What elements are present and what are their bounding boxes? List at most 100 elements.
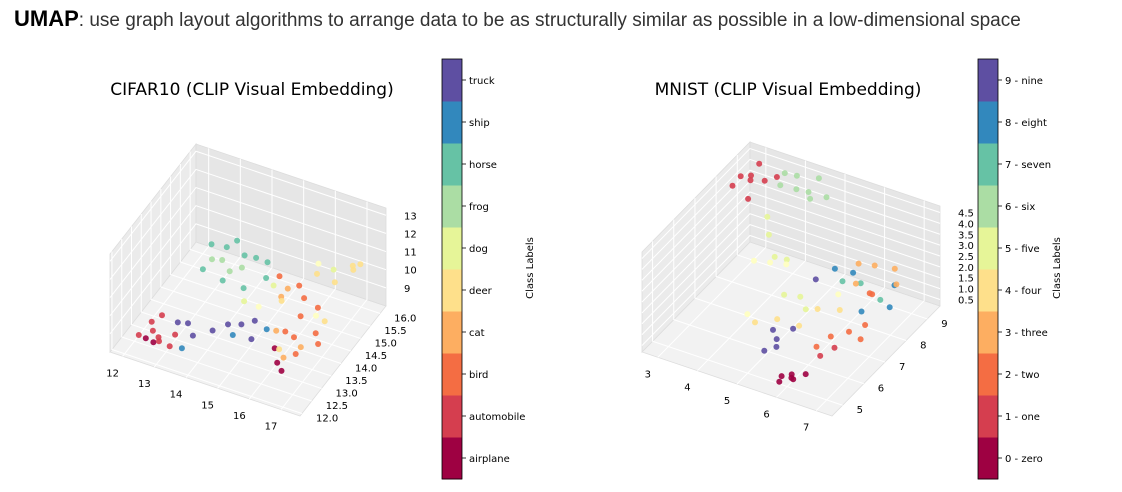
colorbar-segment [442, 395, 462, 438]
data-point [223, 244, 230, 251]
data-point [208, 241, 215, 248]
data-point [150, 339, 157, 346]
colorbar-label: 9 - nine [1005, 76, 1043, 87]
x-tick-label: 17 [265, 422, 278, 433]
data-point [297, 313, 304, 320]
data-point [773, 343, 780, 350]
x-tick-label: 4 [684, 383, 690, 394]
data-point [331, 279, 338, 286]
data-point [761, 347, 768, 354]
z-tick-label: 2.5 [958, 252, 974, 263]
colorbar-axis-label: Class Labels [525, 237, 536, 299]
colorbar: airplane automobile bird cat deer dog frog hors… [441, 58, 525, 480]
data-point [857, 280, 864, 287]
z-tick-label: 1.0 [958, 285, 974, 296]
colorbar-segment [442, 269, 462, 312]
data-point [823, 194, 830, 201]
colorbar-label: 4 - four [1005, 286, 1042, 297]
colorbar-label: ship [469, 118, 490, 129]
grid-line [697, 160, 806, 372]
colorbar-label: 1 - one [1005, 412, 1040, 423]
data-point [752, 319, 758, 326]
grid-line [776, 187, 886, 398]
y-tick-label: 6 [878, 384, 884, 395]
z-tick-label: 12 [404, 229, 417, 240]
z-tick-label: 2.0 [958, 263, 974, 274]
data-point [846, 328, 852, 335]
grid-line [189, 151, 381, 314]
grid-line [153, 158, 241, 368]
colorbar-segment [978, 269, 998, 312]
data-point [850, 269, 857, 276]
data-point [278, 367, 285, 374]
y-tick-label: 8 [920, 341, 926, 352]
data-point [729, 182, 736, 189]
z-tick-label: 13 [404, 211, 417, 222]
chart-cifar10: CIFAR10 (CLIP Visual Embedding) 12 13 14 15 1… [106, 58, 536, 480]
data-point [827, 333, 834, 340]
grid-line [140, 214, 332, 377]
data-point [790, 325, 797, 332]
grid-line [736, 174, 846, 385]
data-point [156, 338, 162, 345]
colorbar-segment [978, 59, 998, 102]
colorbar-label: frog [469, 202, 489, 213]
y-tick-label: 15.5 [384, 326, 406, 337]
data-point [852, 280, 859, 287]
y-tick-label: 5 [857, 405, 863, 416]
grid-line [170, 176, 361, 339]
y-tick-label: 7 [899, 362, 905, 373]
x-tick-label: 5 [724, 396, 730, 407]
data-point [748, 172, 754, 179]
grid-line [641, 202, 941, 314]
data-point [280, 354, 287, 361]
data-point [761, 177, 768, 184]
data-point [253, 254, 260, 261]
data-point [315, 341, 322, 347]
data-point [314, 304, 321, 311]
grid-line [185, 169, 273, 378]
grid-line [217, 180, 305, 389]
data-point [790, 376, 797, 383]
data-point [313, 312, 319, 319]
data-point [142, 335, 149, 342]
colorbar-segment [978, 227, 998, 270]
colorbar-label: 0 - zero [1005, 454, 1043, 465]
data-point [765, 231, 772, 238]
data-point [771, 253, 778, 260]
colorbar-label: airplane [469, 454, 510, 465]
colorbar-segment [442, 437, 462, 480]
grid-line [179, 164, 371, 327]
y-tick-label: 15.0 [375, 339, 397, 350]
data-point [814, 306, 821, 312]
colorbar-label: 5 - five [1005, 244, 1040, 255]
z-tick-label: 0.5 [958, 295, 974, 306]
data-point [831, 265, 838, 272]
data-point [783, 261, 790, 268]
data-point [273, 327, 280, 334]
data-point [148, 318, 155, 325]
data-point [172, 331, 179, 338]
data-point [229, 332, 236, 338]
colorbar-frame [977, 58, 999, 480]
data-point [330, 266, 337, 273]
data-point [893, 281, 900, 288]
colorbar-label: 8 - eight [1005, 118, 1047, 129]
colorbar-label: truck [469, 76, 495, 87]
data-point [796, 322, 803, 329]
data-point [274, 359, 281, 366]
colorbar-label: 2 - two [1005, 370, 1040, 381]
data-point [238, 264, 245, 271]
data-point [270, 282, 277, 289]
y-tick-label: 9 [941, 319, 947, 330]
grid-line [109, 223, 387, 335]
colorbar-segment [978, 353, 998, 396]
grid-line [641, 169, 941, 281]
z-tick-label: 11 [404, 248, 417, 259]
header-keyword: UMAP [14, 6, 79, 31]
data-point [783, 256, 790, 263]
data-point [745, 195, 752, 202]
data-point [770, 326, 776, 333]
data-point [793, 186, 800, 193]
chart-mnist: MNIST (CLIP Visual Embedding) 3 4 5 6 7 5 6 7 8 9 0… [641, 58, 1063, 480]
